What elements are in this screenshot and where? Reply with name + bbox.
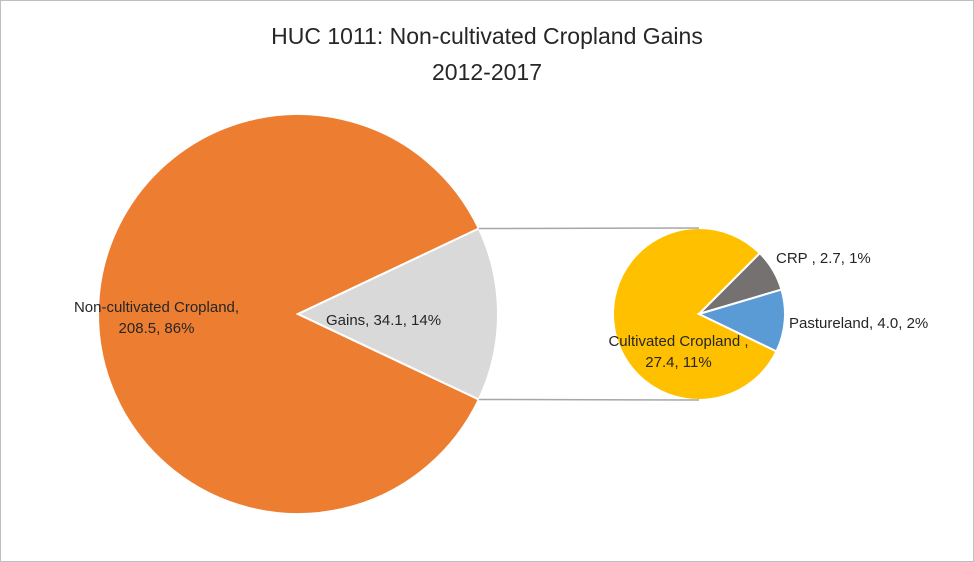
data-label: Cultivated Cropland , 27.4, 11% xyxy=(608,333,749,371)
data-label: Pastureland, 4.0, 2% xyxy=(789,315,929,332)
data-label: CRP , 2.7, 1% xyxy=(776,250,871,267)
connector-line xyxy=(478,227,700,230)
data-label: Gains, 34.1, 14% xyxy=(326,312,442,329)
connector-line xyxy=(478,398,700,401)
data-label: Non-cultivated Cropland, 208.5, 86% xyxy=(73,299,240,337)
chart-title: HUC 1011: Non-cultivated Cropland Gains xyxy=(271,23,703,49)
pie-slice xyxy=(97,113,481,515)
pie-slice xyxy=(612,227,778,401)
pie-slice xyxy=(696,288,786,353)
chart-subtitle: 2012-2017 xyxy=(432,59,542,85)
pie-slice xyxy=(295,227,499,401)
